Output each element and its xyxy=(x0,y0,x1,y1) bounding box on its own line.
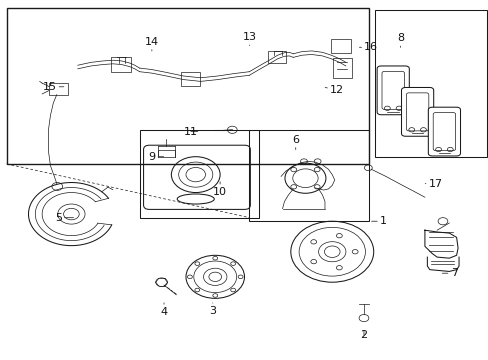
Text: 8: 8 xyxy=(396,33,403,47)
Bar xyxy=(6,8,368,164)
Bar xyxy=(249,130,368,221)
Text: 14: 14 xyxy=(144,37,159,51)
Text: 11: 11 xyxy=(183,127,198,136)
FancyBboxPatch shape xyxy=(401,87,433,136)
Bar xyxy=(111,57,131,72)
Bar xyxy=(374,10,487,157)
Text: 15: 15 xyxy=(42,82,63,92)
Text: 17: 17 xyxy=(425,179,442,189)
Bar xyxy=(330,39,350,53)
Text: 6: 6 xyxy=(292,135,299,149)
Text: 1: 1 xyxy=(371,216,386,226)
Text: 16: 16 xyxy=(359,42,378,52)
Text: 3: 3 xyxy=(209,303,216,316)
Text: 12: 12 xyxy=(325,85,344,95)
Bar xyxy=(181,72,199,86)
Text: 5: 5 xyxy=(55,213,73,222)
Text: 10: 10 xyxy=(213,182,226,197)
Bar xyxy=(49,83,68,95)
FancyBboxPatch shape xyxy=(427,107,460,156)
Bar xyxy=(332,58,351,78)
FancyBboxPatch shape xyxy=(376,66,408,115)
Bar xyxy=(140,130,259,218)
Text: 2: 2 xyxy=(360,330,367,340)
Text: 13: 13 xyxy=(242,32,256,45)
Bar xyxy=(267,50,286,63)
Text: 7: 7 xyxy=(442,268,457,278)
Text: 9: 9 xyxy=(148,152,163,162)
Text: 4: 4 xyxy=(160,303,167,317)
Bar xyxy=(158,149,174,157)
